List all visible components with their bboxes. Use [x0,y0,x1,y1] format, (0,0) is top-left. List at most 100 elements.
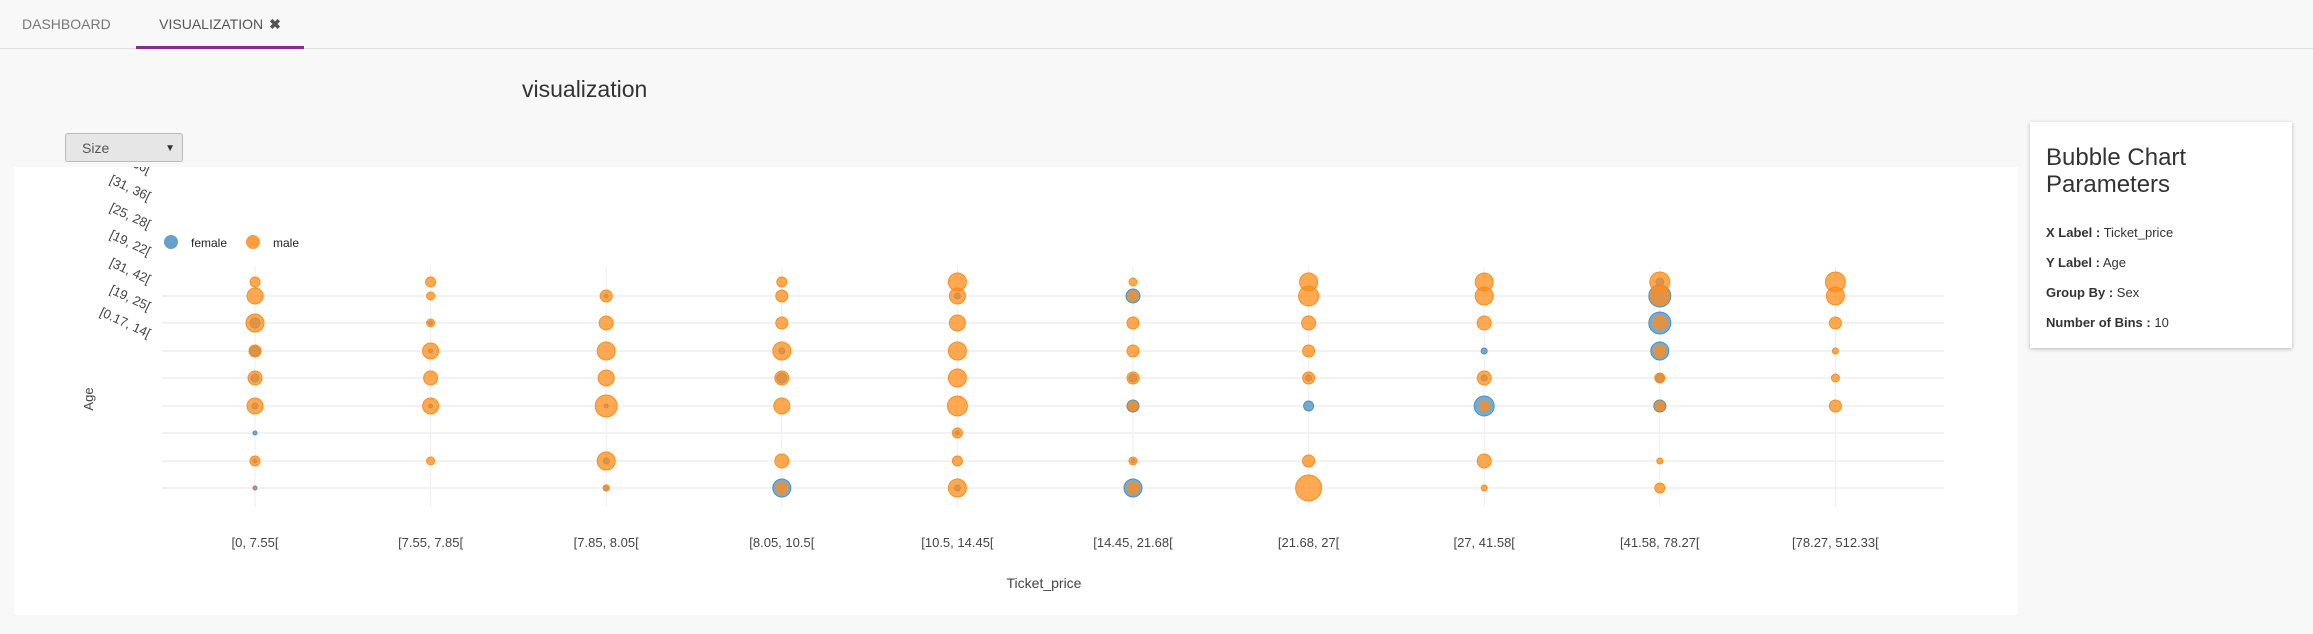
param-x-label: X Label : Ticket_price [2046,225,2173,240]
tab-dashboard[interactable]: DASHBOARD [22,0,132,46]
male-bubble[interactable] [247,370,263,386]
male-bubble[interactable] [947,272,967,292]
male-bubble[interactable] [599,289,613,303]
close-icon[interactable]: ✖ [269,16,281,32]
male-bubble[interactable] [1824,271,1846,293]
male-bubble[interactable] [426,318,436,328]
parameters-title: Bubble Chart Parameters [2046,144,2187,198]
male-bubble[interactable] [1302,454,1316,468]
x-axis-label: Ticket_price [1007,575,1082,591]
male-bubble[interactable] [772,341,792,361]
male-bubble[interactable] [597,369,615,387]
male-bubble[interactable] [246,287,264,305]
male-bubble[interactable] [249,455,261,467]
male-bubble[interactable] [1126,481,1140,495]
male-bubble[interactable] [775,289,789,303]
male-bubble[interactable] [1831,347,1839,355]
x-tick-label: [78.27, 512.33[ [1792,535,1879,550]
bubbles [245,271,1846,502]
size-select[interactable]: Size ▼ [65,133,183,162]
male-bubble[interactable] [1127,400,1139,412]
param-value: Age [2102,255,2126,270]
male-bubble[interactable] [1476,315,1492,331]
male-bubble[interactable] [776,276,788,288]
male-bubble[interactable] [248,344,262,358]
female-bubble[interactable] [1480,347,1488,355]
legend: female male [164,235,299,250]
caret-down-icon: ▼ [165,143,175,154]
male-bubble[interactable] [1654,482,1666,494]
male-bubble[interactable] [1476,370,1492,386]
x-tick-labels: [0, 7.55[[7.55, 7.85[[7.85, 8.05[[8.05, … [232,535,1880,550]
male-bubble[interactable] [951,455,963,467]
male-bubble[interactable] [1656,457,1664,465]
male-bubble[interactable] [422,342,440,360]
y-axis-label: Age [81,387,96,410]
male-bubble[interactable] [245,313,265,333]
male-bubble[interactable] [1828,399,1842,413]
male-bubble[interactable] [1474,272,1494,292]
male-bubble[interactable] [773,397,791,415]
grid [162,267,1944,507]
male-bubble[interactable] [246,397,264,415]
male-bubble[interactable] [1302,344,1316,358]
male-bubble[interactable] [253,486,257,490]
male-bubble[interactable] [1126,344,1140,358]
male-bubble[interactable] [775,481,789,495]
male-bubble[interactable] [947,368,967,388]
param-value: 10 [2154,315,2169,330]
male-bubble[interactable] [1478,400,1490,412]
male-bubble[interactable] [1126,316,1140,330]
male-bubble[interactable] [426,291,436,301]
x-tick-label: [41.58, 78.27[ [1620,535,1700,550]
male-bubble[interactable] [422,397,440,415]
male-bubble[interactable] [1476,453,1492,469]
male-bubble[interactable] [947,478,967,498]
male-bubble[interactable] [594,394,618,418]
male-bubble[interactable] [1295,474,1323,502]
male-bubble[interactable] [1828,316,1842,330]
male-bubble[interactable] [1128,456,1138,466]
param-group-by: Group By : Sex [2046,285,2139,300]
female-bubble[interactable] [1303,400,1315,412]
male-bubble[interactable] [1301,315,1317,331]
male-bubble[interactable] [598,315,614,331]
male-bubble[interactable] [1128,277,1138,287]
male-bubble[interactable] [602,484,610,492]
male-bubble[interactable] [1652,315,1668,331]
male-bubble[interactable] [1654,372,1666,384]
male-bubble[interactable] [425,276,437,288]
male-bubble[interactable] [423,370,439,386]
male-bubble[interactable] [1126,371,1140,385]
male-bubble[interactable] [596,341,616,361]
female-bubble[interactable] [252,430,258,436]
param-value: Sex [2116,285,2140,300]
male-bubble[interactable] [775,316,789,330]
male-bubble[interactable] [951,427,963,439]
male-bubble[interactable] [774,453,790,469]
legend-label: female [191,236,227,250]
male-bubble[interactable] [1654,400,1666,412]
male-bubble[interactable] [948,314,966,332]
male-bubble[interactable] [1480,484,1488,492]
tab-visualization[interactable]: VISUALIZATION ✖ [136,0,304,49]
param-key: X Label : [2046,225,2101,240]
male-bubble[interactable] [596,451,616,471]
x-tick-label: [7.85, 8.05[ [574,535,639,550]
male-bubble[interactable] [1653,344,1667,358]
male-bubble[interactable] [1830,373,1840,383]
male-bubble[interactable] [1299,272,1319,292]
chart-panel: [0, 7.55[[7.55, 7.85[[7.85, 8.05[[8.05, … [14,117,2018,615]
male-bubble[interactable] [774,370,790,386]
male-bubble[interactable] [946,395,968,417]
male-bubble[interactable] [1302,371,1316,385]
male-bubble[interactable] [426,456,436,466]
male-bubble[interactable] [1127,290,1139,302]
male-bubble[interactable] [249,276,261,288]
size-select-value: Size [82,140,110,156]
param-number-of-bins: Number of Bins : 10 [2046,315,2169,330]
tab-dashboard-label: DASHBOARD [22,16,111,32]
male-bubble[interactable] [1649,271,1671,293]
bubble-chart: [0, 7.55[[7.55, 7.85[[7.85, 8.05[[8.05, … [81,117,1944,591]
male-bubble[interactable] [947,341,967,361]
